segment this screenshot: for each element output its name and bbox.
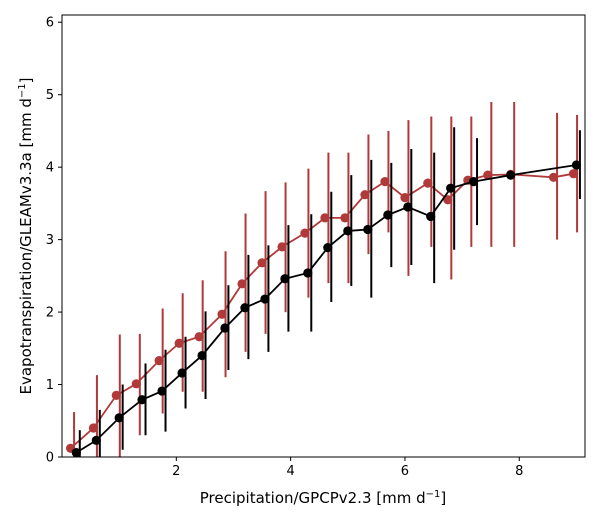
x-axis-label-exponent: −1 [426,489,441,500]
data-point [240,303,250,313]
y-axis-label-text: Evapotranspiration/GLEAMv3.3a [mm d [17,98,35,394]
x-axis-label-end: ] [440,489,446,507]
y-axis-label: Evapotranspiration/GLEAMv3.3a [mm d−1] [17,78,35,395]
data-point [571,160,582,170]
x-tick-label: 8 [515,464,523,479]
data-point [300,228,310,238]
data-point [343,226,353,236]
data-point [157,386,167,396]
data-point [360,190,370,200]
data-point [277,242,287,252]
data-point [177,368,187,378]
data-point [446,183,456,193]
data-point [383,210,393,220]
y-tick-label: 4 [46,161,54,176]
data-point [137,395,147,405]
data-point [506,170,516,180]
data-point [400,192,410,203]
x-axis-label-text: Precipitation/GPCPv2.3 [mm d [200,489,426,507]
y-tick-label: 5 [46,88,54,103]
data-point [91,435,101,445]
data-point [323,242,333,253]
series-line [75,164,577,454]
data-point [237,279,247,289]
data-point [468,177,479,187]
plot-area [65,101,582,457]
data-point [174,338,184,348]
y-tick-label: 0 [46,451,54,466]
y-tick-label: 2 [46,306,54,321]
data-point [380,177,390,187]
x-tick-label: 4 [286,464,294,479]
data-point [483,170,493,180]
series-2 [71,127,582,457]
data-point [320,213,330,223]
y-tick-label: 3 [46,233,54,248]
data-point [154,356,164,366]
data-point [114,413,124,423]
y-tick-label: 6 [46,16,54,31]
data-point [197,350,207,361]
axes-frame [61,14,586,458]
data-point [568,169,579,179]
data-point [71,448,81,457]
data-point [403,202,413,212]
data-point [88,423,99,433]
y-tick-label: 1 [46,378,54,393]
data-point [443,195,453,205]
data-point [280,274,290,284]
data-point [340,213,350,223]
x-tick-label: 2 [172,464,180,479]
y-axis-label-end: ] [17,78,35,84]
data-point [303,268,313,278]
data-point [363,224,373,235]
data-point [548,172,559,182]
data-point [220,323,230,333]
data-point [194,332,204,342]
data-point [257,258,267,268]
data-point [131,379,141,389]
data-point [217,309,227,319]
tick-layer: 2 4 6 8 0 1 2 3 4 5 6 [46,16,524,479]
data-point [260,294,270,304]
y-axis-label-exponent: −1 [17,83,28,98]
data-point [111,390,121,401]
x-axis-label: Precipitation/GPCPv2.3 [mm d−1] [200,489,446,507]
series-group [65,101,582,457]
data-point [426,211,436,222]
x-tick-label: 6 [401,464,409,479]
data-point [423,178,433,188]
